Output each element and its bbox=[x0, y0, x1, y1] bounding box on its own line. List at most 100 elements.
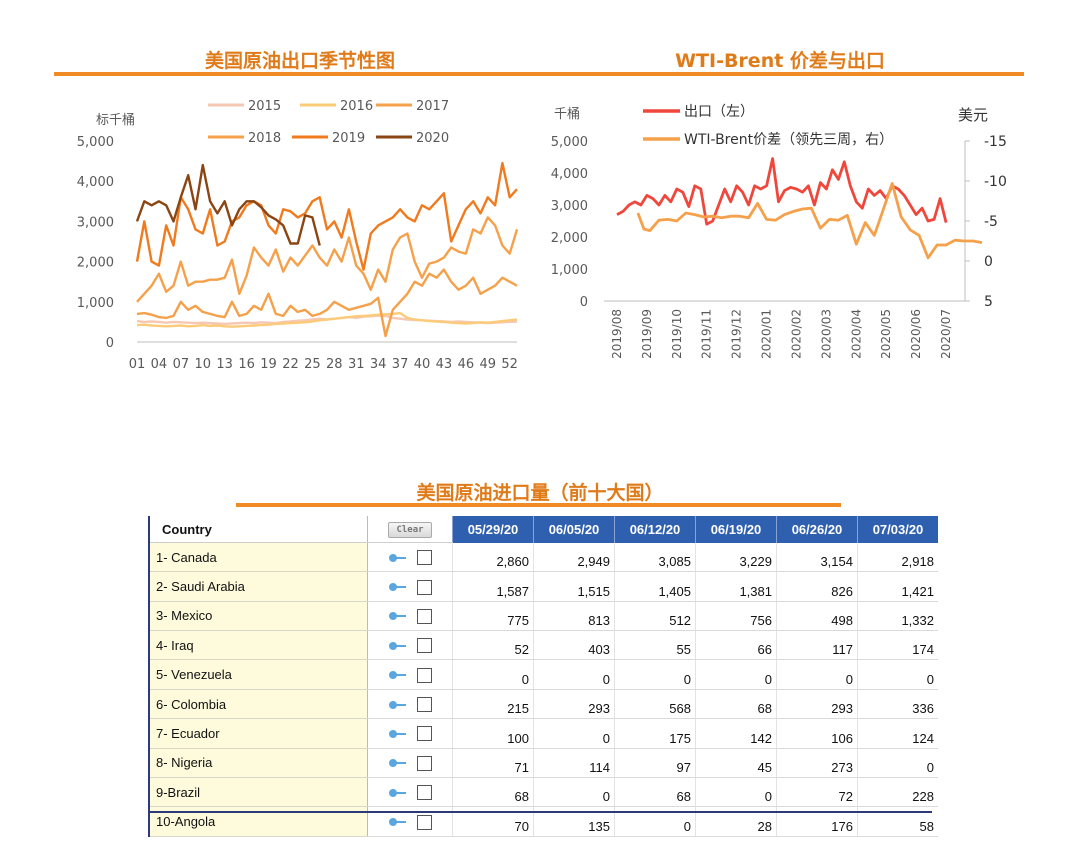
row-checkbox[interactable] bbox=[416, 638, 432, 654]
value-cell: 3,085 bbox=[614, 542, 696, 573]
date-header: 06/26/20 bbox=[776, 516, 858, 543]
x-tick-label: 34 bbox=[370, 357, 387, 372]
row-checkbox[interactable] bbox=[416, 785, 432, 801]
legend-label: 2020 bbox=[416, 131, 449, 146]
table-row: 3- Mexico 775 813 512 756 498 1,332 bbox=[148, 601, 938, 632]
row-checkbox[interactable] bbox=[416, 550, 432, 566]
x-tick-label: 01 bbox=[129, 357, 146, 372]
date-header: 06/19/20 bbox=[695, 516, 777, 543]
date-header: 06/05/20 bbox=[533, 516, 615, 543]
value-cell: 0 bbox=[695, 659, 777, 690]
date-header: 05/29/20 bbox=[452, 516, 534, 543]
y-axis-label-left: 千桶 bbox=[554, 107, 580, 122]
y-tick-label-right: -10 bbox=[984, 174, 1007, 190]
pin-icon[interactable] bbox=[388, 729, 407, 738]
x-tick-label: 2020/05 bbox=[879, 309, 893, 359]
value-cell: 813 bbox=[533, 601, 615, 632]
charts-canvas: 0 1,000 2,000 3,000 4,000 5,000 01 04 07 10 13 16 19… bbox=[77, 99, 1007, 372]
value-cell: 114 bbox=[533, 748, 615, 779]
row-controls bbox=[367, 571, 453, 602]
x-tick-label: 2019/12 bbox=[730, 309, 744, 359]
row-checkbox[interactable] bbox=[416, 814, 432, 830]
x-tick-label: 13 bbox=[216, 357, 233, 372]
x-tick-label: 43 bbox=[436, 357, 453, 372]
y-tick-label-left: 2,000 bbox=[551, 231, 588, 246]
country-name: 3- Mexico bbox=[148, 601, 368, 632]
pin-icon[interactable] bbox=[388, 759, 407, 768]
x-tick-label: 04 bbox=[151, 357, 168, 372]
x-tick-label: 31 bbox=[348, 357, 365, 372]
value-cell: 100 bbox=[452, 718, 534, 749]
table-row: 1- Canada 2,860 2,949 3,085 3,229 3,154 2,918 bbox=[148, 542, 938, 573]
date-header: 06/12/20 bbox=[614, 516, 696, 543]
value-cell: 1,515 bbox=[533, 571, 615, 602]
x-tick-label: 07 bbox=[173, 357, 190, 372]
value-cell: 1,381 bbox=[695, 571, 777, 602]
value-cell: 826 bbox=[776, 571, 858, 602]
row-controls bbox=[367, 718, 453, 749]
pin-icon[interactable] bbox=[388, 788, 407, 797]
value-cell: 568 bbox=[614, 689, 696, 720]
value-cell: 403 bbox=[533, 630, 615, 661]
value-cell: 756 bbox=[695, 601, 777, 632]
x-tick-label: 52 bbox=[501, 357, 518, 372]
row-checkbox[interactable] bbox=[416, 608, 432, 624]
x-tick-label: 2020/03 bbox=[819, 309, 833, 359]
country-name: 2- Saudi Arabia bbox=[148, 571, 368, 602]
value-cell: 106 bbox=[776, 718, 858, 749]
row-checkbox[interactable] bbox=[416, 726, 432, 742]
table-row: 2- Saudi Arabia 1,587 1,515 1,405 1,381 826 1,… bbox=[148, 571, 938, 602]
row-checkbox[interactable] bbox=[416, 755, 432, 771]
pin-icon[interactable] bbox=[388, 818, 407, 827]
y-tick-label: 5,000 bbox=[77, 135, 114, 150]
pin-icon[interactable] bbox=[388, 671, 407, 680]
series-line-exports bbox=[616, 157, 948, 226]
series-line-2017 bbox=[136, 268, 518, 338]
country-name: 7- Ecuador bbox=[148, 718, 368, 749]
country-name: 5- Venezuela bbox=[148, 659, 368, 690]
import-table: Country Clear 05/29/20 06/05/20 06/12/20… bbox=[148, 516, 938, 837]
y-tick-label-left: 1,000 bbox=[551, 263, 588, 278]
y-tick-label: 0 bbox=[106, 336, 114, 351]
table-header-row: Country Clear 05/29/20 06/05/20 06/12/20… bbox=[148, 516, 938, 544]
pin-icon[interactable] bbox=[388, 553, 407, 562]
series-line-2016 bbox=[136, 311, 518, 328]
x-tick-label: 10 bbox=[194, 357, 211, 372]
top-title-rule bbox=[54, 72, 1024, 76]
value-cell: 68 bbox=[695, 689, 777, 720]
value-cell: 2,949 bbox=[533, 542, 615, 573]
value-cell: 2,918 bbox=[857, 542, 938, 573]
pin-icon[interactable] bbox=[388, 612, 407, 621]
series-line-2019 bbox=[135, 161, 518, 271]
pin-icon[interactable] bbox=[388, 641, 407, 650]
value-cell: 293 bbox=[533, 689, 615, 720]
pin-icon[interactable] bbox=[388, 583, 407, 591]
table-row: 8- Nigeria 71 114 97 45 273 0 bbox=[148, 748, 938, 779]
x-tick-label: 49 bbox=[479, 357, 496, 372]
row-controls bbox=[367, 601, 453, 632]
value-cell: 1,587 bbox=[452, 571, 534, 602]
x-tick-label: 25 bbox=[304, 357, 321, 372]
y-tick-label-left: 3,000 bbox=[551, 199, 588, 214]
pin-icon[interactable] bbox=[388, 700, 407, 709]
row-checkbox[interactable] bbox=[416, 697, 432, 713]
value-cell: 55 bbox=[614, 630, 696, 661]
y-axis-label-right: 美元 bbox=[958, 106, 988, 124]
value-cell: 775 bbox=[452, 601, 534, 632]
row-controls bbox=[367, 659, 453, 690]
x-tick-label: 22 bbox=[282, 357, 299, 372]
x-tick-label: 37 bbox=[392, 357, 409, 372]
value-cell: 1,332 bbox=[857, 601, 938, 632]
y-tick-label: 2,000 bbox=[77, 256, 114, 271]
y-tick-label-left: 4,000 bbox=[551, 167, 588, 182]
clear-button[interactable]: Clear bbox=[388, 522, 432, 539]
row-checkbox[interactable] bbox=[416, 667, 432, 683]
value-cell: 3,154 bbox=[776, 542, 858, 573]
value-cell: 72 bbox=[776, 777, 858, 808]
y-tick-label: 3,000 bbox=[77, 215, 114, 230]
value-cell: 0 bbox=[533, 659, 615, 690]
legend-label: 2016 bbox=[340, 99, 373, 114]
y-tick-label: 1,000 bbox=[77, 296, 114, 311]
value-cell: 336 bbox=[857, 689, 938, 720]
row-checkbox[interactable] bbox=[416, 579, 432, 595]
